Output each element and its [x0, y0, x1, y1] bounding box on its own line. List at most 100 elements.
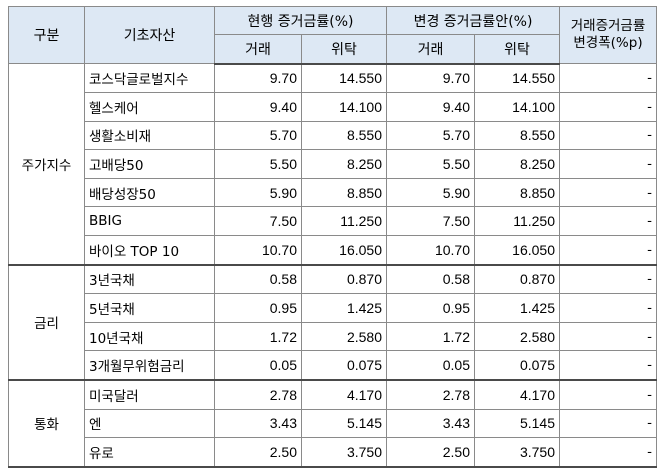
- change-cell: -: [559, 235, 657, 266]
- table-row: 생활소비재 5.70 8.550 5.70 8.550 -: [9, 120, 657, 151]
- header-category: 구분: [8, 6, 85, 64]
- asset-cell-text: 헬스케어: [89, 100, 139, 117]
- proposed-trade-cell: 1.72: [386, 321, 475, 352]
- change-cell-text: -: [647, 127, 652, 144]
- asset-cell-text: 5년국채: [89, 302, 135, 319]
- proposed-consign-cell: 2.580: [474, 321, 560, 352]
- proposed-trade-cell: 0.05: [386, 350, 475, 382]
- change-cell-text: -: [647, 300, 652, 317]
- current-trade-cell-text: 5.70: [269, 127, 297, 144]
- proposed-consign-cell-text: 0.075: [519, 357, 555, 374]
- proposed-consign-cell: 16.050: [474, 235, 560, 266]
- proposed-trade-cell: 2.78: [386, 379, 475, 410]
- current-trade-cell-text: 5.90: [269, 184, 297, 201]
- current-consign-cell: 14.100: [301, 92, 387, 122]
- change-cell-text: -: [647, 415, 652, 432]
- current-trade-cell: 9.70: [214, 62, 302, 94]
- proposed-trade-cell: 3.43: [386, 408, 475, 439]
- change-cell-text: -: [647, 241, 652, 258]
- proposed-consign-cell: 8.550: [474, 120, 560, 151]
- change-cell: -: [559, 120, 657, 151]
- current-consign-cell: 16.050: [301, 235, 387, 266]
- asset-cell: 10년국채: [84, 321, 215, 352]
- current-trade-cell-text: 5.50: [269, 156, 297, 173]
- change-cell: -: [559, 264, 657, 295]
- proposed-consign-cell-text: 4.170: [519, 386, 555, 403]
- table-body: 주가지수 코스닥글로벌지수 9.70 14.550 9.70 14.550 - 헬스케어 9.4…: [8, 62, 657, 468]
- current-trade-cell: 5.70: [214, 120, 302, 151]
- change-cell: -: [559, 149, 657, 179]
- proposed-consign-cell: 14.100: [474, 92, 560, 122]
- change-cell: -: [559, 408, 657, 439]
- proposed-consign-cell: 0.870: [474, 264, 560, 295]
- proposed-consign-cell-text: 14.550: [512, 70, 555, 87]
- current-consign-cell-text: 0.870: [346, 271, 382, 288]
- current-consign-cell: 11.250: [301, 206, 387, 237]
- proposed-trade-cell-text: 10.70: [434, 241, 470, 258]
- proposed-consign-cell: 14.550: [474, 62, 560, 94]
- current-trade-cell-text: 10.70: [261, 241, 297, 258]
- proposed-consign-cell-text: 8.850: [519, 184, 555, 201]
- proposed-trade-cell-text: 0.05: [442, 357, 470, 374]
- asset-cell: 헬스케어: [84, 92, 215, 122]
- proposed-trade-cell-text: 2.78: [442, 386, 470, 403]
- proposed-trade-cell-text: 3.43: [442, 415, 470, 432]
- category-cell: 주가지수: [8, 62, 85, 266]
- proposed-trade-cell-text: 9.40: [442, 98, 470, 115]
- current-trade-cell: 2.78: [214, 379, 302, 410]
- current-consign-cell: 0.870: [301, 264, 387, 295]
- current-consign-cell-text: 5.145: [346, 415, 382, 432]
- current-trade-cell-text: 0.05: [269, 357, 297, 374]
- asset-cell-text: 고배당50: [89, 158, 144, 175]
- asset-cell: 고배당50: [84, 149, 215, 179]
- asset-cell-text: 엔: [89, 417, 102, 434]
- proposed-consign-cell: 8.850: [474, 177, 560, 208]
- current-consign-cell-text: 14.100: [339, 98, 382, 115]
- current-consign-cell-text: 4.170: [346, 386, 382, 403]
- current-consign-cell-text: 2.580: [346, 328, 382, 345]
- proposed-consign-cell-text: 16.050: [512, 241, 555, 258]
- table-row: 통화 미국달러 2.78 4.170 2.78 4.170 -: [8, 379, 657, 468]
- proposed-consign-cell: 4.170: [474, 379, 560, 410]
- proposed-trade-cell: 9.70: [386, 62, 475, 94]
- current-consign-cell: 0.075: [301, 350, 387, 382]
- change-cell: -: [559, 321, 657, 352]
- change-cell-text: -: [647, 98, 652, 115]
- asset-cell-text: 미국달러: [89, 388, 139, 405]
- table-row: 배당성장50 5.90 8.850 5.90 8.850 -: [9, 177, 657, 208]
- asset-cell: 3년국채: [84, 264, 215, 295]
- header-change-line: 거래증거금률: [570, 18, 646, 34]
- proposed-consign-cell: 3.750: [474, 437, 560, 468]
- asset-cell-text: 10년국채: [89, 330, 144, 347]
- proposed-trade-cell-text: 9.70: [442, 70, 470, 87]
- proposed-consign-cell-text: 11.250: [513, 213, 555, 230]
- table-row: 10년국채 1.72 2.580 1.72 2.580 -: [9, 321, 657, 352]
- asset-cell-text: 유로: [89, 446, 114, 463]
- current-trade-cell: 2.50: [214, 437, 302, 468]
- proposed-consign-cell-text: 8.550: [519, 127, 555, 144]
- current-trade-cell: 10.70: [214, 235, 302, 266]
- current-consign-cell: 14.550: [301, 62, 387, 94]
- change-cell: -: [559, 437, 657, 468]
- header-row-2: 거래 위탁 거래 위탁: [9, 34, 657, 65]
- proposed-trade-cell-text: 5.70: [442, 127, 470, 144]
- asset-cell-text: 배당성장50: [89, 186, 156, 203]
- header-asset: 기초자산: [84, 6, 215, 64]
- asset-cell: 바이오 TOP 10: [84, 235, 215, 266]
- proposed-consign-cell-text: 3.750: [519, 444, 555, 461]
- proposed-trade-cell-text: 2.50: [442, 444, 470, 461]
- current-consign-cell: 5.145: [301, 408, 387, 439]
- asset-cell: 5년국채: [84, 293, 215, 323]
- change-cell-text: -: [647, 184, 652, 201]
- proposed-trade-cell-text: 0.58: [442, 271, 470, 288]
- table-row: 5년국채 0.95 1.425 0.95 1.425 -: [9, 293, 657, 323]
- change-cell-text: -: [647, 213, 652, 230]
- proposed-consign-cell-text: 0.870: [519, 271, 555, 288]
- current-trade-cell: 5.50: [214, 149, 302, 179]
- proposed-consign-cell-text: 14.100: [512, 98, 555, 115]
- proposed-trade-cell: 5.90: [386, 177, 475, 208]
- change-cell-text: -: [647, 328, 652, 345]
- current-trade-cell-text: 1.72: [269, 328, 297, 345]
- current-consign-cell: 4.170: [301, 379, 387, 410]
- current-trade-cell-text: 2.50: [269, 444, 297, 461]
